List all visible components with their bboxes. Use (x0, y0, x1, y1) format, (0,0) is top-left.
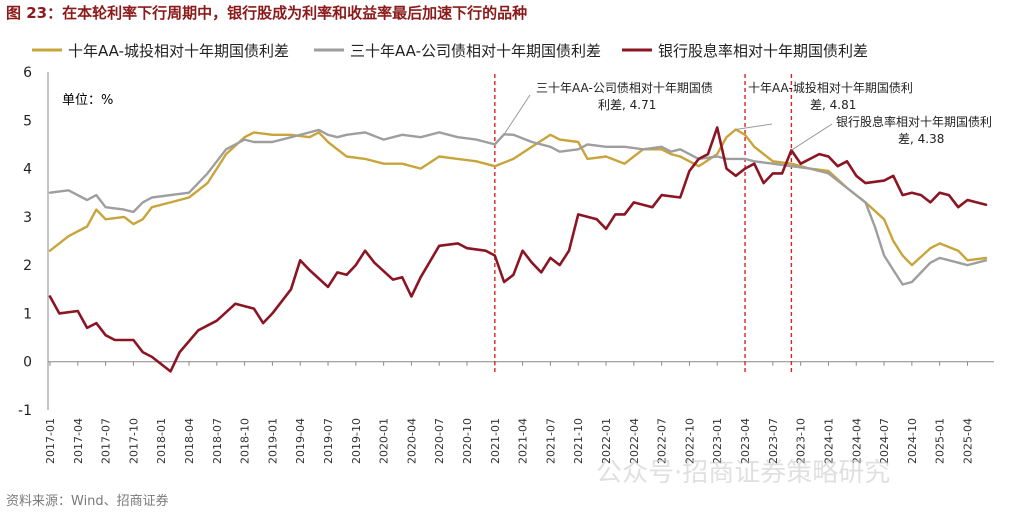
series-lines (48, 126, 988, 373)
x-tick-label: 2022-01 (600, 418, 613, 464)
source-note: 资料来源：Wind、招商证券 (6, 494, 169, 509)
x-tick-label: 2022-04 (628, 418, 641, 464)
x-tick-label: 2017-10 (127, 418, 140, 464)
x-tick-label: 2018-10 (239, 418, 252, 464)
chart-title: 图 23：在本轮利率下行周期中，银行股成为利率和收益率最后加速下行的品种 (6, 4, 528, 22)
annotation-leader (735, 123, 773, 130)
y-tick-label: -1 (18, 403, 32, 419)
x-tick-label: 2024-04 (850, 418, 863, 464)
x-tick-label: 2025-01 (934, 418, 947, 464)
y-tick-label: 3 (23, 210, 32, 226)
x-tick-label: 2020-07 (433, 418, 446, 464)
x-tick-label: 2022-10 (683, 418, 696, 464)
y-tick-label: 0 (23, 355, 32, 371)
x-tick-label: 2019-04 (294, 418, 307, 464)
x-tick-label: 2025-04 (961, 418, 974, 464)
x-tick-label: 2019-01 (266, 418, 279, 464)
x-tick-label: 2017-01 (44, 418, 57, 464)
x-tick-label: 2018-04 (183, 418, 196, 464)
x-tick-label: 2019-07 (322, 418, 335, 464)
legend-label: 银行股息率相对十年期国债利差 (658, 42, 868, 60)
x-tick-label: 2024-07 (878, 418, 891, 464)
x-tick-label: 2018-07 (211, 418, 224, 464)
annotation-text: 差, 4.38 (898, 132, 944, 146)
x-tick-label: 2018-01 (155, 418, 168, 464)
x-tick-label: 2022-07 (656, 418, 669, 464)
series-line-1 (48, 128, 988, 267)
series-line-2 (48, 128, 988, 286)
legend-label: 十年AA-城投相对十年期国债利差 (68, 42, 289, 60)
annotation-text: 三十年AA-公司债相对十年期国债 (536, 81, 713, 95)
annotation-text: 利差, 4.71 (598, 98, 656, 112)
x-tick-label: 2019-10 (350, 418, 363, 464)
y-tick-label: 2 (23, 258, 32, 274)
x-tick-label: 2024-01 (822, 418, 835, 464)
x-tick-label: 2021-10 (572, 418, 585, 464)
annotation-text: 差, 4.81 (810, 98, 856, 112)
y-tick-label: 6 (23, 65, 32, 81)
reference-lines (494, 74, 793, 372)
x-tick-label: 2023-04 (739, 418, 752, 464)
annotation-text: 银行股息率相对十年期国债利 (836, 114, 992, 129)
x-tick-label: 2020-01 (378, 418, 391, 464)
x-tick-label: 2017-04 (72, 418, 85, 464)
x-tick-label: 2021-04 (517, 418, 530, 464)
x-tick-label: 2024-10 (906, 418, 919, 464)
series-line-3 (48, 126, 988, 373)
x-tick-label: 2023-01 (711, 418, 724, 464)
x-tick-label: 2021-01 (489, 418, 502, 464)
x-tick-label: 2023-10 (795, 418, 808, 464)
legend: 十年AA-城投相对十年期国债利差 三十年AA-公司债相对十年期国债利差 银行股息率相… (32, 42, 868, 60)
x-tick-label: 2017-07 (100, 418, 113, 464)
annotation-leader (503, 94, 531, 135)
annotations: 三十年AA-公司债相对十年期国债利差, 4.71十年AA-城投相对十年期国债利差… (503, 80, 992, 151)
x-tick-label: 2020-10 (461, 418, 474, 464)
x-tick-label: 2020-04 (405, 418, 418, 464)
y-tick-label: 4 (23, 162, 32, 178)
annotation-leader (791, 123, 833, 151)
y-tick-label: 5 (23, 113, 32, 129)
axes: -1 0 1 2 3 4 5 6 2017-01 2017-04 2017-07 2017-10 201… (18, 65, 994, 464)
x-tick-label: 2023-07 (767, 418, 780, 464)
watermark-text: 公众号·招商证券策略研究 (596, 458, 891, 488)
y-tick-label: 1 (23, 306, 32, 322)
x-tick-label: 2021-07 (544, 418, 557, 464)
legend-label: 三十年AA-公司债相对十年期国债利差 (350, 42, 601, 60)
unit-label: 单位：% (62, 93, 113, 108)
annotation-text: 十年AA-城投相对十年期国债利 (748, 80, 913, 95)
